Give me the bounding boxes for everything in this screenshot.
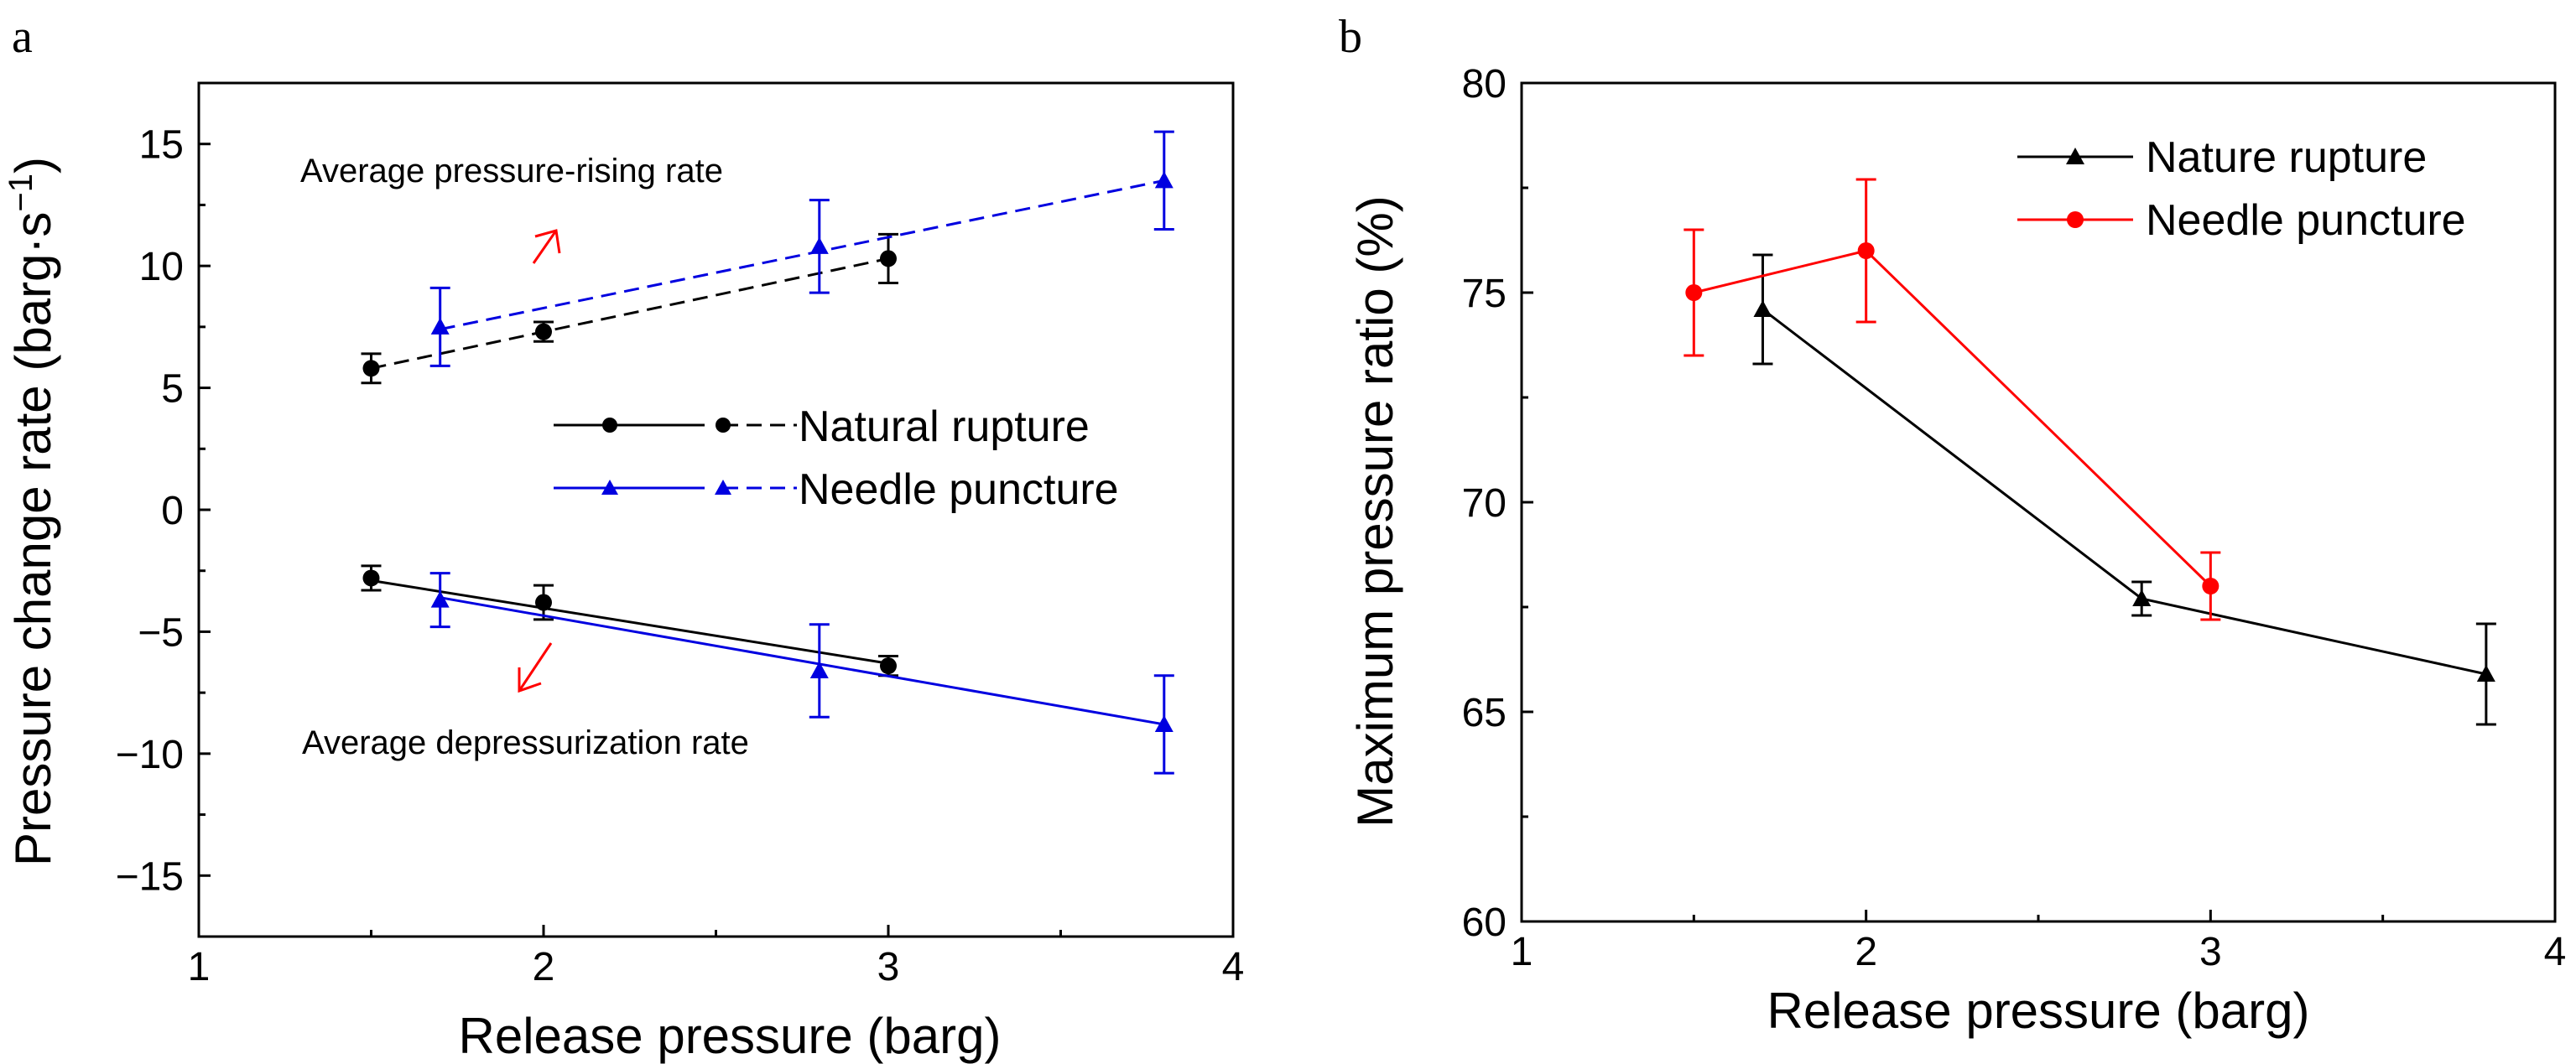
panel-b-y-tick-label: 75 <box>1462 272 1507 316</box>
panel-a-y-tick-label: 5 <box>161 367 184 412</box>
panel-a-y-tick-label: 10 <box>139 245 184 289</box>
panel-b-series-0-line <box>1762 308 2487 676</box>
annotation-rising-rate: Average pressure-rising rate <box>300 153 723 189</box>
panel-a-series-1-point <box>1154 171 1174 189</box>
panel-a-series-0-point <box>362 360 380 377</box>
panel-a-series-0-point <box>880 250 897 267</box>
panel-b-y-tick-label: 60 <box>1462 901 1507 945</box>
panel-a-series <box>361 130 1174 775</box>
panel-a-y-label-main: Pressure change rate (barg·s <box>5 212 61 866</box>
legend-b-nature-rupture-marker <box>2017 148 2133 164</box>
panel-a-y-tick-label: 0 <box>161 489 184 533</box>
panel-b-series-1-point <box>2202 578 2220 594</box>
legend-a-natural-rupture-label: Natural rupture <box>799 402 1090 451</box>
panel-a-label: a <box>12 11 33 63</box>
panel-b-y-axis-label: Maximum pressure ratio (%) <box>1347 195 1403 828</box>
legend-a-needle-puncture-label: Needle puncture <box>799 465 1119 514</box>
panel-b-x-tick-label: 4 <box>2544 930 2567 974</box>
panel-a-series-3-point <box>1154 714 1174 732</box>
panel-a-series-2-point <box>880 657 897 675</box>
panel-a-x-tick-label: 3 <box>877 945 900 989</box>
panel-a-y-tick-label: −15 <box>116 854 184 899</box>
panel-a-x-tick-label: 2 <box>533 945 555 989</box>
panel-b-x-tick-label: 3 <box>2199 930 2222 974</box>
panel-a-y-tick-label: 15 <box>139 123 184 168</box>
panel-b-series-1-line <box>1693 249 2212 588</box>
panel-a-y-tick-label: −5 <box>138 610 184 655</box>
panel-a-series-2-point <box>362 569 380 587</box>
panel-a-series-1-point <box>809 236 829 254</box>
panel-b-y-tick-label: 65 <box>1462 691 1507 735</box>
panel-a-y-label-superscript: −1 <box>3 174 39 212</box>
panel-a-y-axis-label: Pressure change rate (barg·s−1) <box>3 157 61 866</box>
arrow-up-icon <box>532 229 561 264</box>
legend-b-needle-puncture-marker <box>2017 211 2133 228</box>
panel-a-y-label-close: ) <box>5 157 61 174</box>
panel-b-series-1-point <box>1857 242 1875 259</box>
panel-a-series-2 <box>361 564 898 677</box>
legend-b-nature-rupture-label: Nature rupture <box>2146 133 2427 182</box>
panel-b-ticks: 1 2 3 4 60 65 70 75 80 <box>1462 62 2567 974</box>
panel-b: b 1 2 3 4 60 65 70 75 80 Maximum pressure ratio … <box>1339 11 2566 1039</box>
panel-a-series-1-point <box>430 317 450 335</box>
panel-a-series-2-point <box>535 594 552 611</box>
arrow-down-icon <box>518 642 553 693</box>
panel-a-series-3-fit-line <box>440 596 1165 726</box>
legend-a-needle-puncture-marker <box>554 480 797 495</box>
annotation-depressurization-rate: Average depressurization rate <box>302 724 749 761</box>
panel-a-series-0-fit-line <box>371 257 889 370</box>
panel-b-legend: Nature rupture Needle puncture <box>2017 133 2466 245</box>
panel-a-series-0-point <box>535 323 552 340</box>
panel-b-series-0-point <box>2476 665 2495 682</box>
panel-b-label: b <box>1339 11 1362 63</box>
panel-a-ticks: 1 2 3 4 −15 −10 −5 0 5 10 15 <box>116 123 1245 989</box>
panel-a-series-3-point <box>430 590 450 608</box>
legend-a-natural-rupture-marker <box>554 418 797 433</box>
panel-b-series <box>1684 178 2496 726</box>
panel-b-x-tick-label: 1 <box>1511 930 1533 974</box>
panel-b-series-1-point <box>1685 284 1703 301</box>
panel-a: a 1 2 3 4 −15 −10 −5 0 5 10 15 Pressure change rat… <box>3 11 1244 1064</box>
panel-a-y-tick-label: −10 <box>116 733 184 777</box>
panel-b-x-axis-label: Release pressure (barg) <box>1767 983 2310 1039</box>
panel-a-x-tick-label: 4 <box>1222 945 1245 989</box>
panel-a-series-1 <box>429 130 1174 367</box>
panel-a-x-axis-label: Release pressure (barg) <box>459 1008 1002 1064</box>
panel-a-x-tick-label: 1 <box>188 945 211 989</box>
panel-b-series-0-point <box>1753 300 1772 317</box>
panel-b-series-0 <box>1752 253 2496 726</box>
panel-a-series-3 <box>429 572 1174 775</box>
panel-a-legend: Natural rupture Needle puncture <box>554 402 1119 514</box>
panel-b-series-1 <box>1684 178 2221 621</box>
panel-b-y-tick-label: 70 <box>1462 481 1507 526</box>
panel-b-x-tick-label: 2 <box>1855 930 1877 974</box>
panel-a-series-3-point <box>809 661 829 678</box>
panel-b-series-0-point <box>2132 589 2152 606</box>
panel-a-series-0 <box>361 232 898 385</box>
legend-b-needle-puncture-label: Needle puncture <box>2146 196 2466 245</box>
panel-b-y-tick-label: 80 <box>1462 62 1507 106</box>
panel-a-series-2-fit-line <box>371 579 889 665</box>
panel-a-series-1-fit-line <box>440 179 1165 331</box>
